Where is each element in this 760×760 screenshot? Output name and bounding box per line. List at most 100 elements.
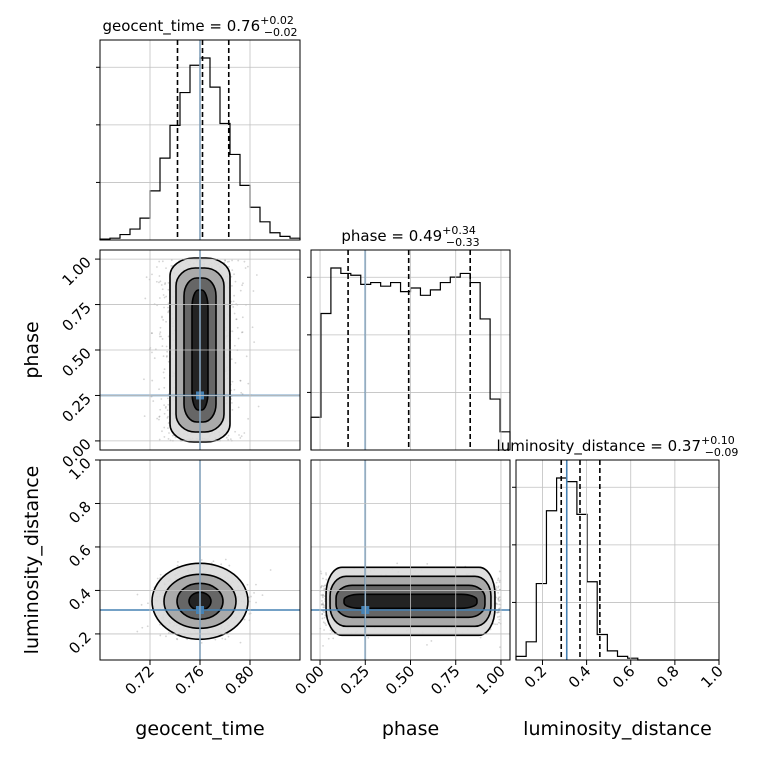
sample-point <box>156 417 159 420</box>
sample-point <box>496 623 499 626</box>
sample-point <box>321 584 323 587</box>
sample-point <box>159 634 162 637</box>
hist-panel-geocent_time <box>96 40 301 240</box>
sample-point <box>255 601 257 604</box>
sample-point <box>143 415 146 418</box>
x-tick-label: 0.25 <box>337 662 373 698</box>
sample-point <box>430 640 433 642</box>
sample-point <box>163 306 165 309</box>
sample-point <box>145 276 148 279</box>
sample-point <box>497 579 499 581</box>
x-tick-label: 0.75 <box>427 662 463 698</box>
sample-point <box>239 641 242 644</box>
sample-point <box>239 437 242 439</box>
sample-point <box>497 585 500 588</box>
sample-point <box>325 578 328 581</box>
sample-point <box>163 296 166 299</box>
sample-point <box>155 280 158 283</box>
sample-point <box>158 438 161 441</box>
x-tick-label: 0.2 <box>521 662 551 692</box>
sample-point <box>322 602 324 605</box>
sample-point <box>167 302 170 305</box>
y-tick-label: 0.2 <box>65 628 95 658</box>
x-tick-label: 0.76 <box>171 662 207 698</box>
sample-point <box>227 635 230 638</box>
x-tick-label: 0.80 <box>221 662 257 698</box>
sample-point <box>426 643 428 646</box>
sample-point <box>161 430 163 433</box>
sample-point <box>321 594 324 597</box>
sample-point <box>161 338 164 340</box>
sample-point <box>235 318 238 321</box>
sample-point <box>162 319 165 321</box>
sample-point <box>235 318 238 321</box>
x-axis-label: geocent_time <box>135 718 264 740</box>
sample-point <box>152 400 155 402</box>
sample-point <box>158 260 161 263</box>
sample-point <box>497 598 500 600</box>
sample-point <box>321 613 324 616</box>
sample-point <box>163 412 166 415</box>
sample-point <box>497 611 500 613</box>
sample-point <box>147 602 149 605</box>
sample-point <box>234 280 237 283</box>
y-tick-label: 0.50 <box>58 344 94 380</box>
title-lower: −0.33 <box>446 236 480 249</box>
sample-point <box>165 635 167 638</box>
sample-point <box>495 588 498 590</box>
sample-point <box>396 562 399 565</box>
sample-point <box>162 355 165 358</box>
sample-point <box>230 275 233 278</box>
sample-point <box>498 615 501 618</box>
sample-point <box>230 402 233 404</box>
sample-point <box>233 312 236 315</box>
y-tick-label: 0.8 <box>65 498 95 528</box>
sample-point <box>225 436 228 439</box>
histogram-luminosity_distance <box>515 477 719 661</box>
sample-point <box>167 427 169 430</box>
sample-point <box>426 562 429 565</box>
sample-point <box>164 407 167 409</box>
sample-point <box>325 624 327 627</box>
sample-point <box>150 332 153 335</box>
x-tick-label: 0.4 <box>565 662 595 692</box>
sample-point <box>161 316 163 319</box>
sample-point <box>158 388 160 391</box>
sample-point <box>167 288 170 291</box>
title-main: geocent_time = 0.76 <box>102 17 260 36</box>
sample-point <box>165 320 167 323</box>
x-tick-label: 0.00 <box>292 662 328 698</box>
sample-point <box>323 584 326 587</box>
sample-point <box>151 379 154 382</box>
sample-point <box>161 288 164 291</box>
sample-point <box>322 644 324 647</box>
sample-point <box>167 360 170 363</box>
panel-title: phase = 0.49+0.34 −0.33 <box>341 224 479 249</box>
sample-point <box>161 345 164 347</box>
hist-frame <box>99 39 301 241</box>
x-tick-label: 0.50 <box>382 662 418 698</box>
sample-point <box>498 600 501 603</box>
sample-point <box>252 290 255 292</box>
sample-point <box>496 603 499 605</box>
sample-point <box>232 300 235 303</box>
sample-point <box>165 267 167 270</box>
sample-point <box>241 284 244 287</box>
sample-point <box>165 355 168 358</box>
sample-point <box>136 630 139 633</box>
sample-point <box>151 351 153 354</box>
sample-point <box>496 611 499 614</box>
sample-point <box>241 331 244 334</box>
sample-point <box>331 631 333 633</box>
sample-point <box>498 603 501 606</box>
sample-point <box>497 611 500 614</box>
y-axis-label: phase <box>21 321 43 378</box>
sample-point <box>167 422 170 424</box>
sample-point <box>163 404 166 407</box>
sample-point <box>245 355 248 358</box>
x-tick-label: 0.6 <box>609 662 639 692</box>
sample-point <box>255 583 257 586</box>
sample-point <box>177 560 179 563</box>
sample-point <box>140 603 143 606</box>
